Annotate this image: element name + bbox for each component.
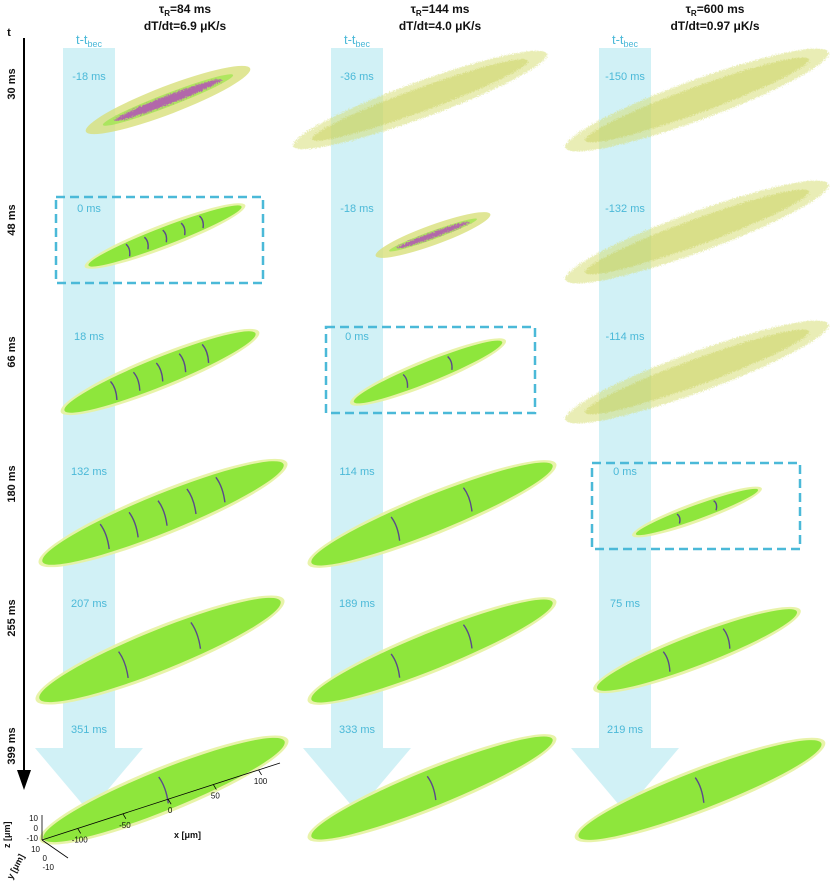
offset-label-3-2: -132 ms [605, 203, 645, 215]
cloud-1-2 [84, 203, 246, 269]
cloud-1-3 [60, 328, 260, 416]
z-axis-ticks: 100-10 [26, 814, 38, 843]
cloud-3-4 [632, 486, 762, 538]
offset-label-2-5: 189 ms [339, 598, 376, 610]
column-arrow-3 [571, 48, 679, 812]
offset-label-1-5: 207 ms [71, 598, 108, 610]
y-tick-3: -10 [42, 863, 54, 872]
y-tick-1: 10 [31, 845, 40, 854]
cloud-2-6 [307, 734, 557, 842]
cloud-3-6 [574, 737, 826, 843]
offset-label-3-5: 75 ms [610, 598, 640, 610]
cloud-2-5 [307, 597, 557, 705]
column-title-3: τR=600 ms [686, 2, 745, 18]
bec-boxes [54, 195, 802, 551]
cloud-1-1 [85, 65, 251, 135]
cloud-1-4 [38, 458, 288, 568]
column-rate-3: dT/dt=0.97 μK/s [670, 19, 759, 33]
x-tick-1: -100 [72, 835, 89, 844]
cloud-3-3 [565, 320, 829, 424]
offset-label-2-6: 333 ms [339, 724, 376, 736]
cloud-grid [35, 48, 829, 845]
offset-label-1-1: -18 ms [72, 71, 106, 83]
cloud-3-1 [565, 48, 829, 152]
cloud-2-1 [292, 50, 548, 150]
time-row-label-2: 48 ms [6, 204, 18, 235]
cloud-2-4 [307, 460, 557, 568]
z-tick-1: 10 [29, 814, 38, 823]
z-tick-2: 0 [34, 824, 39, 833]
arrow-title-2: t-tbec [344, 32, 371, 49]
offset-label-3-1: -150 ms [605, 71, 645, 83]
offset-label-2-2: -18 ms [340, 203, 374, 215]
cloud-2-3 [349, 338, 507, 406]
time-axis-label: t [7, 27, 11, 39]
time-row-label-4: 180 ms [6, 465, 18, 502]
x-axis-label: x [μm] [174, 830, 201, 840]
offset-label-3-6: 219 ms [607, 724, 644, 736]
column-arrows [35, 48, 679, 812]
z-axis-label: z [μm] [2, 821, 12, 848]
x-tick-2: -50 [119, 821, 131, 830]
column-rate-1: dT/dt=6.9 μK/s [144, 19, 227, 33]
offset-label-1-3: 18 ms [74, 331, 104, 343]
y-axis-line [41, 839, 69, 859]
offset-label-1-6: 351 ms [71, 724, 108, 736]
y-tick-2: 0 [43, 854, 48, 863]
offset-label-1-4: 132 ms [71, 466, 108, 478]
column-arrow-2 [303, 48, 411, 812]
z-tick-3: -10 [26, 834, 38, 843]
time-row-label-6: 399 ms [6, 727, 18, 764]
bec-box-2 [324, 325, 537, 415]
arrow-title-1: t-tbec [76, 32, 103, 49]
column-rate-2: dT/dt=4.0 μK/s [399, 19, 482, 33]
x-tick-3: 0 [168, 806, 173, 815]
time-axis-arrowhead [17, 770, 31, 790]
cloud-1-5 [35, 595, 285, 705]
offset-label-2-4: 114 ms [339, 466, 375, 478]
cloud-3-2 [565, 180, 829, 284]
time-row-label-5: 255 ms [6, 599, 18, 636]
offset-label-1-2: 0 ms [77, 203, 101, 215]
time-row-label-3: 66 ms [6, 336, 18, 367]
bec-box-3 [590, 461, 802, 551]
column-title-2: τR=144 ms [411, 2, 470, 18]
offset-labels: t-tbec -18 ms 0 ms 18 ms 132 ms 207 ms 351 ms t… [71, 32, 645, 736]
time-axis: t 30 ms 48 ms 66 ms 180 ms 255 ms 399 ms [6, 27, 31, 790]
x-axis-line [41, 762, 281, 841]
offset-label-2-3: 0 ms [345, 331, 369, 343]
cloud-2-2 [375, 212, 491, 258]
column-arrow-1 [35, 48, 143, 812]
cloud-3-5 [593, 606, 801, 694]
x-tick-5: 100 [254, 777, 268, 786]
offset-label-3-4: 0 ms [613, 466, 637, 478]
cloud-1-6 [39, 735, 289, 845]
time-row-label-1: 30 ms [6, 68, 18, 99]
time-row-labels: 30 ms 48 ms 66 ms 180 ms 255 ms 399 ms [6, 68, 18, 764]
offset-label-2-1: -36 ms [340, 71, 374, 83]
bec-box-1 [54, 195, 265, 285]
offset-label-3-3: -114 ms [606, 331, 645, 343]
y-axis-label: y [μm] [5, 852, 27, 881]
x-axis-ticks: -100 -50 0 50 100 [72, 769, 268, 844]
y-axis-ticks: 100-10 [31, 845, 54, 872]
x-tick-4: 50 [211, 792, 220, 801]
column-title-1: τR=84 ms [159, 2, 212, 18]
arrow-title-3: t-tbec [612, 32, 639, 49]
